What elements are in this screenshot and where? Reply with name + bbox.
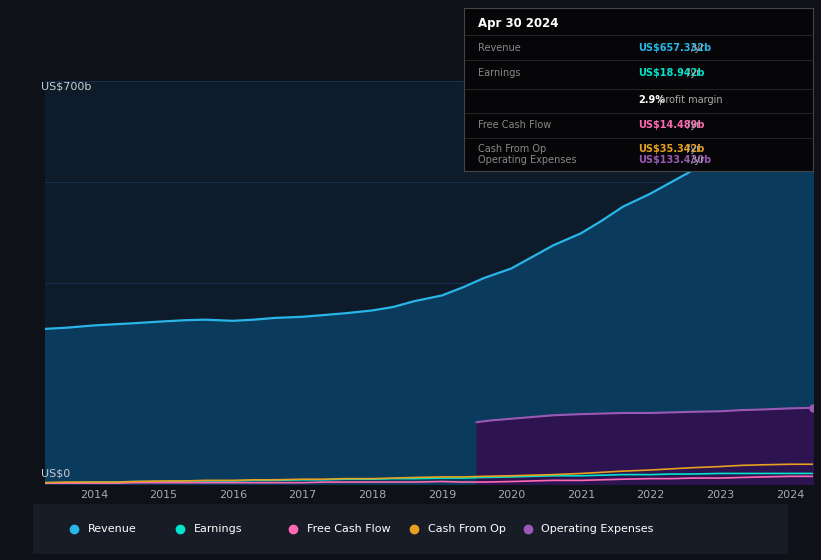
Text: Revenue: Revenue [88, 524, 137, 534]
Text: /yr: /yr [684, 119, 699, 129]
Text: /yr: /yr [684, 144, 699, 154]
Text: US$0: US$0 [41, 468, 71, 478]
Text: Operating Expenses: Operating Expenses [478, 155, 576, 165]
Text: Earnings: Earnings [194, 524, 242, 534]
Text: /yr: /yr [688, 155, 704, 165]
Text: Cash From Op: Cash From Op [428, 524, 506, 534]
Text: Free Cash Flow: Free Cash Flow [307, 524, 391, 534]
Text: US$35.342b: US$35.342b [639, 144, 704, 154]
Text: profit margin: profit margin [657, 95, 723, 105]
Text: US$700b: US$700b [41, 81, 92, 91]
Text: Revenue: Revenue [478, 43, 521, 53]
Text: Apr 30 2024: Apr 30 2024 [478, 16, 558, 30]
Text: US$18.942b: US$18.942b [639, 68, 704, 78]
Text: 2.9%: 2.9% [639, 95, 665, 105]
Text: US$133.430b: US$133.430b [639, 155, 712, 165]
Text: US$657.332b: US$657.332b [639, 43, 712, 53]
Text: Free Cash Flow: Free Cash Flow [478, 119, 551, 129]
Text: Earnings: Earnings [478, 68, 521, 78]
Text: /yr: /yr [688, 43, 704, 53]
Text: Cash From Op: Cash From Op [478, 144, 546, 154]
Text: /yr: /yr [684, 68, 699, 78]
Text: Operating Expenses: Operating Expenses [541, 524, 654, 534]
Text: US$14.489b: US$14.489b [639, 119, 704, 129]
